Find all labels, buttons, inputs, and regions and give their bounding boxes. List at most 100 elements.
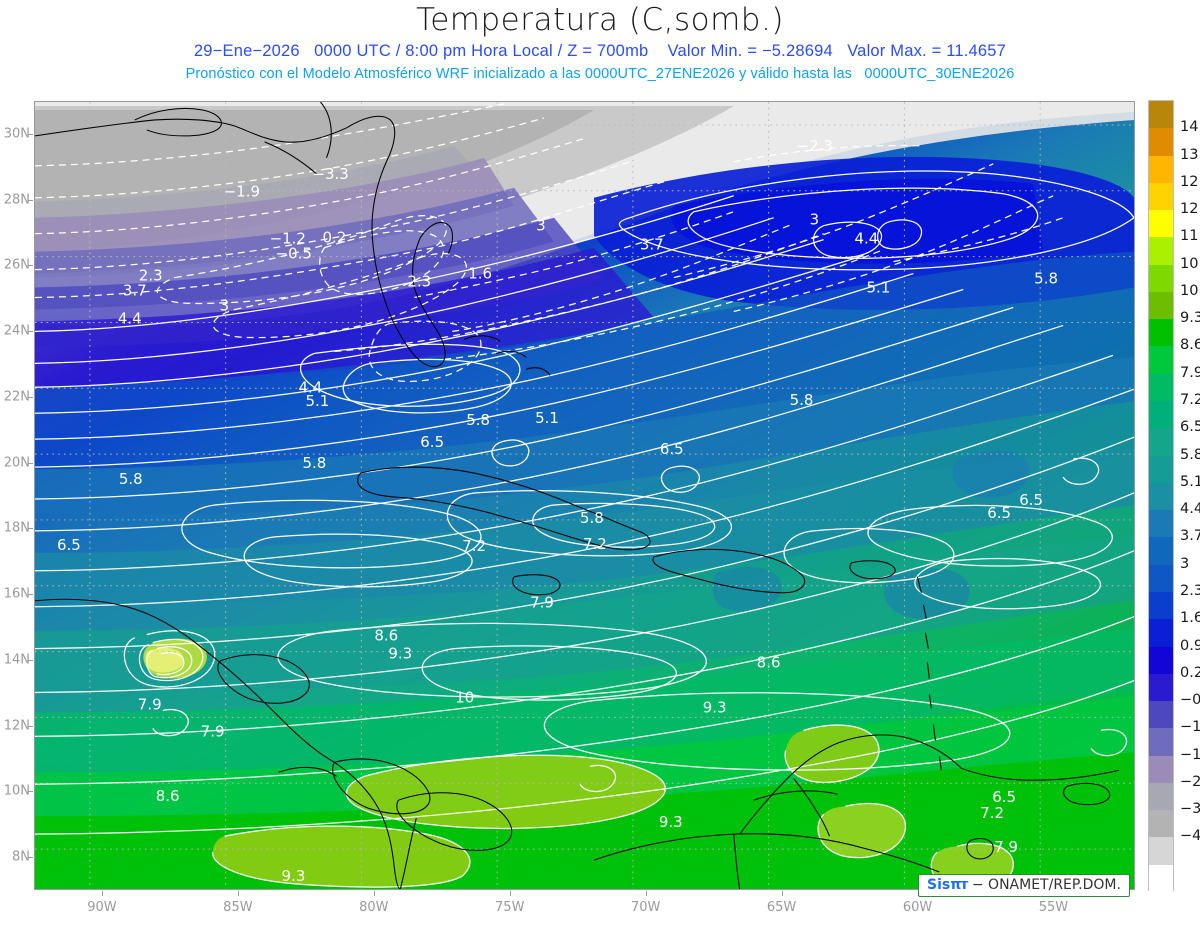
y-axis-tick-mark (28, 133, 33, 135)
y-axis-tick-label: 8N (12, 849, 30, 865)
y-axis-tick-mark (28, 199, 33, 201)
map-plot-area: −1.9 −3.3 −1.2 −0.5 0.2 2.3 3.7 3 4.4 2.3 1.6 3 3.7−… (34, 101, 1135, 890)
colorbar-swatch (1149, 755, 1173, 783)
colorbar (1148, 100, 1174, 892)
colorbar-tick-label: 7.2 (1180, 392, 1200, 409)
contour-label: 5.1 (866, 279, 890, 297)
colorbar-swatch (1149, 346, 1173, 374)
x-axis-tick-mark (509, 891, 511, 896)
contour-label: 7.2 (462, 537, 486, 555)
colorbar-tick-label: −4 (1180, 828, 1200, 845)
x-axis-tick-label: 65W (766, 900, 797, 915)
contour-label: 7.9 (530, 594, 554, 612)
y-axis-tick-mark (28, 791, 33, 793)
colorbar-tick-label: 8.6 (1180, 337, 1200, 354)
colorbar-swatch (1149, 373, 1173, 402)
provider-logo: Sisπт − ONAMET/REP.DOM. (918, 874, 1130, 897)
y-axis-tick-label: 26N (3, 257, 30, 273)
colorbar-swatch (1149, 264, 1173, 292)
colorbar-swatch (1149, 210, 1173, 238)
page-title: Temperatura (C,somb.) (416, 2, 784, 38)
colorbar-swatch (1149, 864, 1173, 892)
colorbar-tick-label: 3.7 (1180, 528, 1200, 545)
colorbar-tick-label: 4.4 (1180, 501, 1200, 518)
y-axis-tick-label: 18N (3, 520, 30, 536)
contour-label: 6.5 (992, 788, 1016, 806)
x-axis-tick-label: 70W (630, 900, 661, 915)
colorbar-swatch (1149, 619, 1173, 647)
colorbar-swatch (1149, 646, 1173, 674)
contour-label: 7.9 (138, 695, 162, 713)
contour-label: 9.3 (659, 813, 683, 831)
colorbar-swatch (1149, 673, 1173, 702)
contour-labels: −1.9−3.3−1.2−0.50.22.33.734.42.3 1.633.7−… (57, 137, 1058, 885)
colorbar-tick-label: −1.2 (1180, 719, 1200, 736)
colorbar-swatch (1149, 728, 1173, 756)
y-axis-tick-label: 10N (3, 783, 30, 799)
colorbar-swatch (1149, 182, 1173, 211)
colorbar-tick-label: −1.9 (1180, 746, 1200, 763)
contour-label: 4.4 (118, 309, 142, 327)
colorbar-tick-label: 12.8 (1180, 173, 1200, 190)
colorbar-tick-label: 13.5 (1180, 146, 1200, 163)
colorbar-tick-label: 6.5 (1180, 419, 1200, 436)
y-axis-tick-mark (28, 528, 33, 530)
contour-label: 6.5 (57, 536, 81, 554)
y-axis-tick-label: 14N (3, 652, 30, 668)
colorbar-tick-label: 0.2 (1180, 664, 1200, 681)
colorbar-swatch (1149, 810, 1173, 838)
colorbar-swatch (1149, 782, 1173, 811)
contour-label: 7.2 (583, 535, 607, 553)
colorbar-swatch (1149, 101, 1173, 129)
x-axis-tick-mark (237, 891, 239, 896)
y-axis-tick-label: 20N (3, 455, 30, 471)
colorbar-swatch (1149, 591, 1173, 620)
colorbar-tick-label: 9.3 (1180, 310, 1200, 327)
x-axis-tick-mark (645, 891, 647, 896)
contour-overlay: −1.9−3.3−1.2−0.50.22.33.734.42.3 1.633.7−… (35, 102, 1134, 889)
y-axis-tick-label: 12N (3, 718, 30, 734)
colorbar-swatch (1149, 401, 1173, 429)
colorbar-swatch (1149, 537, 1173, 565)
colorbar-tick-label: 14.2 (1180, 119, 1200, 136)
y-axis-tick-mark (28, 594, 33, 596)
logo-brand-tt: πт (950, 877, 968, 893)
subtitle-line-2: Pronóstico con el Modelo Atmosférico WRF… (185, 66, 1015, 82)
y-axis-tick-mark (28, 331, 33, 333)
contour-label: 9.3 (703, 698, 727, 716)
contour-label: 6.5 (987, 504, 1011, 522)
contour-label: 4.4 (299, 378, 323, 396)
contour-label: 6.5 (420, 433, 444, 451)
contour-label: 3 (536, 217, 546, 235)
colorbar-tick-label: 10 (1180, 282, 1199, 299)
contour-label: 5.8 (303, 454, 327, 472)
y-axis-tick-mark (28, 265, 33, 267)
colorbar-tick-label: 7.9 (1180, 364, 1200, 381)
x-axis-tick-label: 60W (902, 900, 933, 915)
contour-label: 7.9 (994, 838, 1018, 856)
colorbar-tick-label: 11.4 (1180, 228, 1200, 245)
y-axis-tick-mark (28, 659, 33, 661)
contour-label: 7.9 (201, 722, 225, 740)
colorbar-swatch (1149, 510, 1173, 538)
colorbar-swatch (1149, 482, 1173, 511)
colorbar-swatch (1149, 455, 1173, 483)
contour-label: −3.3 (312, 165, 348, 183)
y-axis-tick-label: 24N (3, 323, 30, 339)
contour-label: 6.5 (660, 440, 684, 458)
colorbar-tick-label: 1.6 (1180, 610, 1200, 627)
colorbar-tick-label: 5.1 (1180, 473, 1200, 490)
contour-label: −1.2 (270, 230, 306, 248)
contour-label: 3 (220, 296, 230, 314)
contour-label: 2.3 (139, 267, 163, 285)
colorbar-tick-label: −0.5 (1180, 692, 1200, 709)
x-axis-tick-mark (781, 891, 783, 896)
colorbar-tick-label: 12.1 (1180, 201, 1200, 218)
contour-label: 8.6 (374, 627, 398, 645)
contour-label: 3.7 (640, 236, 664, 254)
gridlines (35, 102, 1134, 889)
x-axis-tick-label: 90W (87, 900, 117, 915)
y-axis-tick-label: 22N (3, 389, 30, 405)
colorbar-tick-label: 0.9 (1180, 637, 1200, 654)
